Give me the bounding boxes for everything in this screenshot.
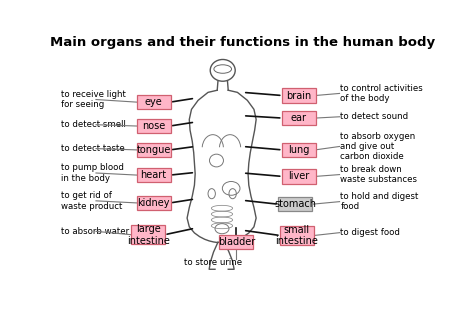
Text: nose: nose bbox=[142, 121, 165, 131]
FancyBboxPatch shape bbox=[137, 95, 171, 109]
FancyBboxPatch shape bbox=[137, 168, 171, 182]
Text: tongue: tongue bbox=[137, 145, 171, 155]
Text: to receive light
for seeing: to receive light for seeing bbox=[61, 90, 126, 109]
Text: lung: lung bbox=[288, 145, 310, 155]
FancyBboxPatch shape bbox=[137, 119, 171, 133]
Text: heart: heart bbox=[141, 170, 167, 180]
FancyBboxPatch shape bbox=[131, 225, 165, 244]
Text: small
intestine: small intestine bbox=[275, 225, 319, 246]
Text: to detect smell: to detect smell bbox=[61, 120, 126, 129]
FancyBboxPatch shape bbox=[137, 143, 171, 157]
Text: ear: ear bbox=[291, 113, 307, 123]
FancyBboxPatch shape bbox=[219, 235, 253, 249]
FancyBboxPatch shape bbox=[280, 226, 314, 245]
Text: stomach: stomach bbox=[274, 199, 316, 209]
FancyBboxPatch shape bbox=[137, 196, 171, 210]
Text: to detect taste: to detect taste bbox=[61, 144, 125, 153]
Text: bladder: bladder bbox=[218, 237, 255, 247]
Text: eye: eye bbox=[145, 97, 163, 107]
Text: kidney: kidney bbox=[137, 198, 170, 208]
FancyBboxPatch shape bbox=[282, 169, 316, 184]
Text: to absorb water: to absorb water bbox=[61, 227, 129, 236]
Text: brain: brain bbox=[286, 91, 311, 100]
FancyBboxPatch shape bbox=[278, 197, 312, 211]
Text: to get rid of
waste product: to get rid of waste product bbox=[61, 191, 122, 210]
Text: to break down
waste substances: to break down waste substances bbox=[340, 165, 417, 184]
FancyBboxPatch shape bbox=[282, 111, 316, 125]
FancyBboxPatch shape bbox=[282, 88, 316, 103]
Text: to digest food: to digest food bbox=[340, 228, 400, 237]
Text: liver: liver bbox=[288, 171, 310, 181]
Text: to store urine: to store urine bbox=[184, 258, 242, 267]
Text: large
intestine: large intestine bbox=[127, 224, 170, 246]
Text: to hold and digest
food: to hold and digest food bbox=[340, 192, 419, 211]
FancyBboxPatch shape bbox=[282, 143, 316, 157]
Text: to pump blood
in the body: to pump blood in the body bbox=[61, 163, 124, 183]
Text: Main organs and their functions in the human body: Main organs and their functions in the h… bbox=[50, 36, 436, 49]
Text: to detect sound: to detect sound bbox=[340, 112, 409, 121]
Text: to control activities
of the body: to control activities of the body bbox=[340, 84, 423, 103]
Text: to absorb oxygen
and give out
carbon dioxide: to absorb oxygen and give out carbon dio… bbox=[340, 131, 416, 162]
